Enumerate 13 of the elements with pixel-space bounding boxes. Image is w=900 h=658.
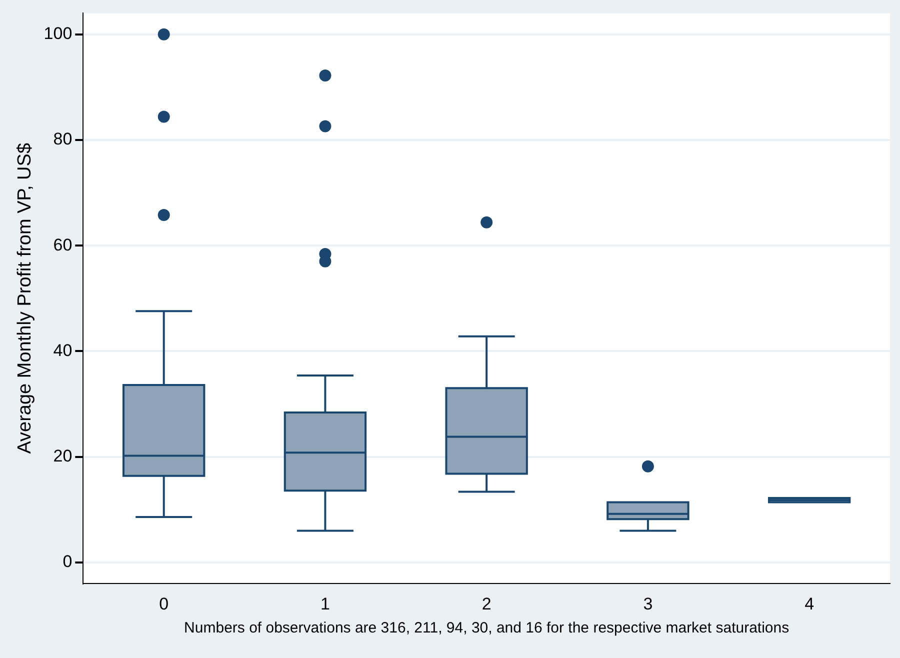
- x-tick-label: 0: [159, 594, 169, 614]
- y-tick-label: 60: [53, 235, 72, 254]
- y-tick-label: 40: [53, 340, 72, 360]
- x-tick-label: 3: [643, 594, 653, 614]
- y-tick-label: 100: [44, 24, 72, 44]
- y-tick-label: 0: [62, 552, 72, 572]
- y-tick-label: 80: [53, 130, 72, 149]
- x-tick-label: 4: [804, 594, 814, 614]
- text: Numbers of observations are 316, 211, 94, 30, and 16 for the respective market saturations: [184, 620, 790, 637]
- y-axis-title: Average Monthly Profit from VP, US$: [14, 142, 36, 454]
- x-tick-label: 2: [482, 594, 492, 614]
- y-tick-label: 20: [53, 446, 72, 466]
- x-tick-label: 1: [320, 594, 330, 614]
